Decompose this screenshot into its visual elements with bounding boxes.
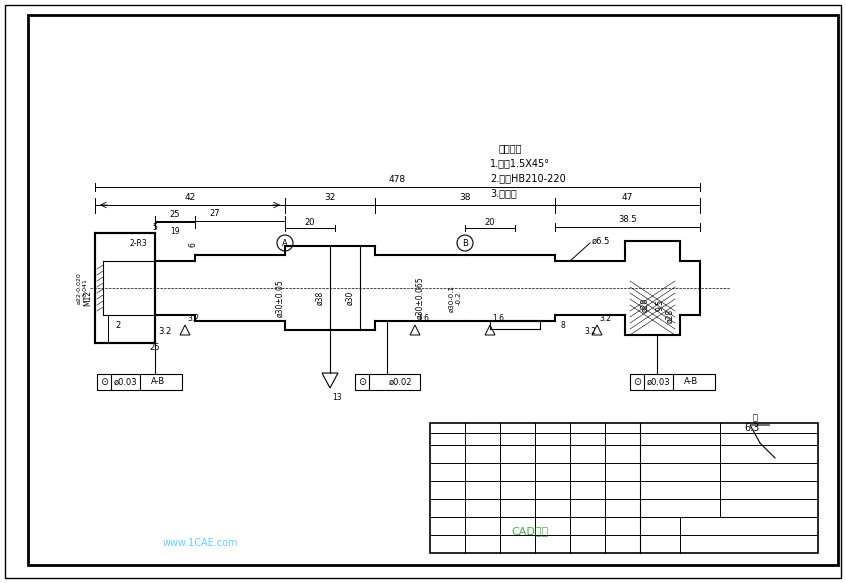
Text: 3.2: 3.2 <box>158 326 172 335</box>
Text: 42: 42 <box>184 193 195 202</box>
Text: 9.5: 9.5 <box>656 299 664 311</box>
Text: 2.硬度HB210-220: 2.硬度HB210-220 <box>490 173 566 183</box>
Text: 8: 8 <box>561 321 565 329</box>
Text: ⊙: ⊙ <box>100 377 108 387</box>
Text: ø30: ø30 <box>345 291 354 305</box>
Text: 3.2: 3.2 <box>187 314 199 323</box>
Text: 5: 5 <box>152 223 157 233</box>
Text: 粗: 粗 <box>752 413 757 423</box>
Text: 2-R3: 2-R3 <box>129 238 147 248</box>
Text: ø6.5: ø6.5 <box>592 237 610 245</box>
Text: 1.倒角1.5X45°: 1.倒角1.5X45° <box>490 158 550 168</box>
Text: ø28: ø28 <box>666 309 674 323</box>
Text: 25: 25 <box>170 210 180 219</box>
Text: M12: M12 <box>84 290 92 306</box>
Text: A-B: A-B <box>151 378 165 387</box>
Text: CAD教程: CAD教程 <box>512 526 548 536</box>
Bar <box>430 423 818 553</box>
Text: ⊙: ⊙ <box>633 377 641 387</box>
Text: ø0.03: ø0.03 <box>646 378 670 387</box>
Text: 3.2: 3.2 <box>599 314 611 323</box>
Text: 1.6: 1.6 <box>417 314 429 323</box>
Text: 1.6: 1.6 <box>492 314 504 323</box>
Text: ø38: ø38 <box>316 291 325 305</box>
Text: 19: 19 <box>170 227 180 236</box>
Text: 3.去锐棱: 3.去锐棱 <box>490 188 517 198</box>
Text: 技术要求: 技术要求 <box>498 143 522 153</box>
Text: 20: 20 <box>305 218 316 227</box>
Text: 32: 32 <box>324 193 336 202</box>
Text: B: B <box>462 238 468 248</box>
Text: 478: 478 <box>389 175 406 184</box>
Text: 6: 6 <box>189 243 197 247</box>
Bar <box>355 374 420 390</box>
Text: 3.2: 3.2 <box>584 326 596 335</box>
Text: 47: 47 <box>622 193 633 202</box>
Text: ø22-0.020
-0.041: ø22-0.020 -0.041 <box>77 272 87 304</box>
Text: ⊙: ⊙ <box>358 377 366 387</box>
Text: 38: 38 <box>459 193 470 202</box>
Text: 20: 20 <box>485 218 495 227</box>
Text: ø30±0.065: ø30±0.065 <box>415 277 425 319</box>
Bar <box>97 374 182 390</box>
Text: ø20: ø20 <box>640 298 650 312</box>
Bar <box>95 233 155 343</box>
Bar <box>630 374 715 390</box>
Text: 27: 27 <box>210 209 220 218</box>
Text: ø30-0.1
-0.2: ø30-0.1 -0.2 <box>448 285 462 311</box>
Text: A-B: A-B <box>684 378 698 387</box>
Text: 6.3: 6.3 <box>744 423 760 433</box>
Text: 38.5: 38.5 <box>618 215 637 224</box>
Text: 2: 2 <box>115 321 121 329</box>
Text: A: A <box>282 238 288 248</box>
Text: ø30±0.05: ø30±0.05 <box>276 279 284 317</box>
Text: ø0.02: ø0.02 <box>388 378 412 387</box>
Text: 13: 13 <box>332 393 342 402</box>
Text: 25: 25 <box>150 343 160 353</box>
Text: ø0.03: ø0.03 <box>113 378 137 387</box>
Text: www.1CAE.com: www.1CAE.com <box>162 538 238 548</box>
